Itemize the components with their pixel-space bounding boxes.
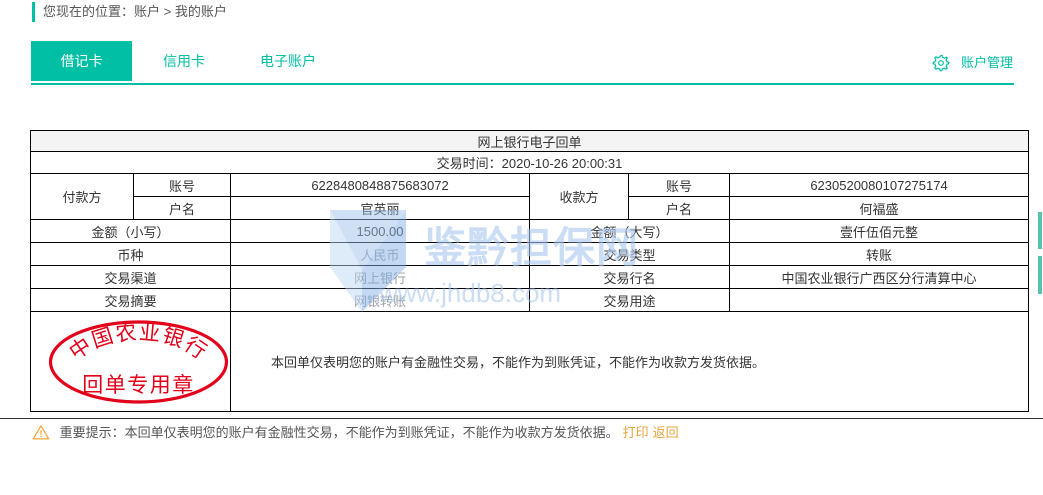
svg-text:中国农业银行: 中国农业银行: [65, 321, 211, 364]
svg-text:回单专用章: 回单专用章: [82, 374, 195, 397]
